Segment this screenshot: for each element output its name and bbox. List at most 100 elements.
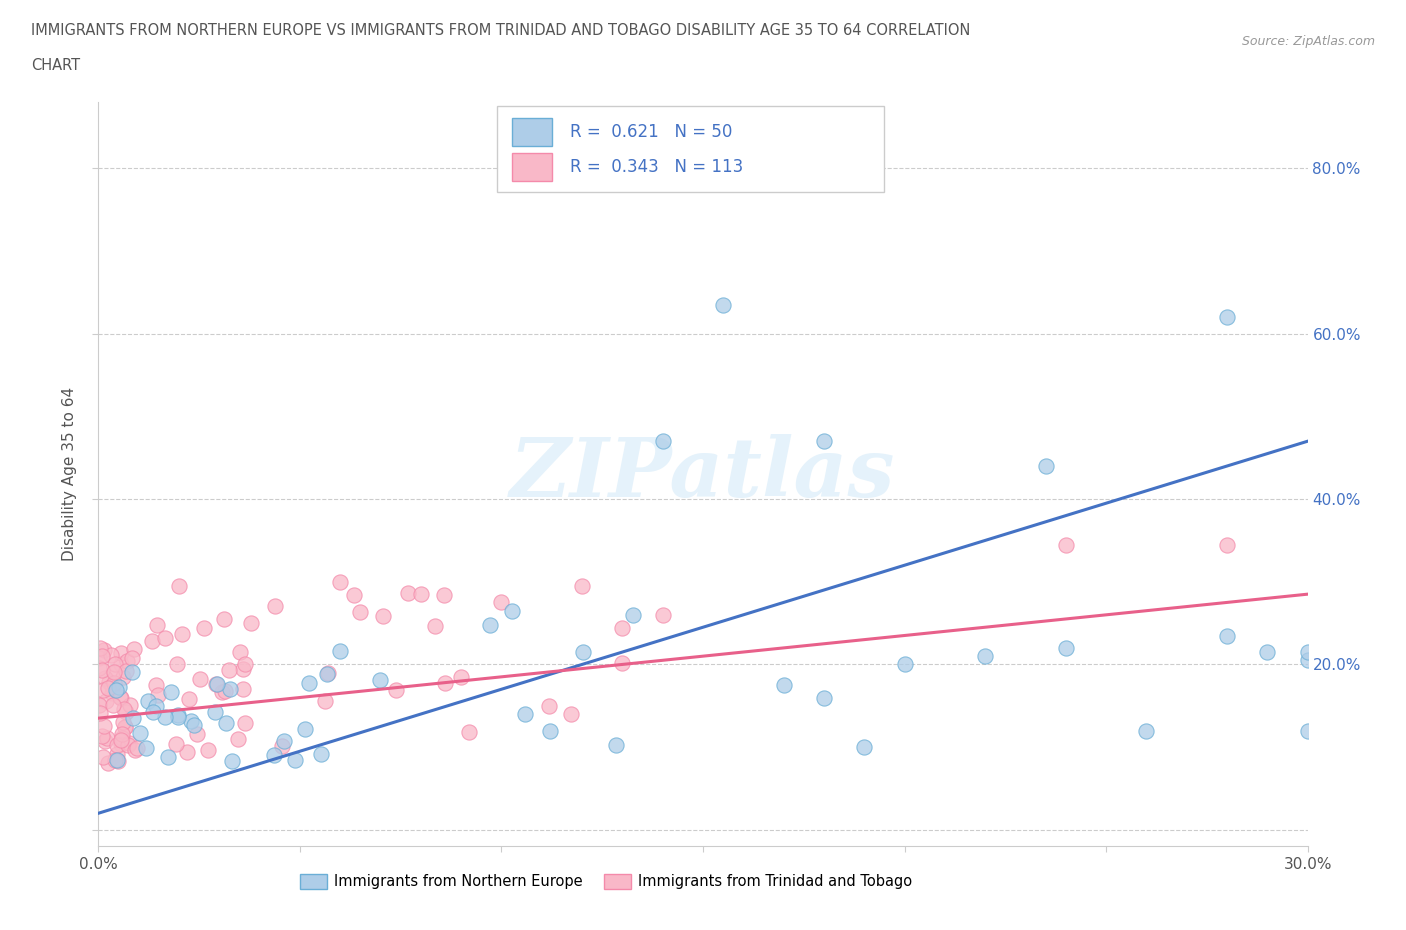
Point [294, 722, 316, 737]
Point [167, 578, 190, 593]
Point [235, 657, 257, 671]
Point [90, 648, 112, 663]
Point [396, 586, 419, 601]
Point [110, 645, 132, 660]
Point [610, 656, 633, 671]
FancyBboxPatch shape [498, 106, 884, 192]
Point [98, 674, 121, 689]
Point [214, 715, 236, 730]
Point [538, 724, 561, 738]
Point [110, 737, 132, 751]
Legend: Immigrants from Northern Europe, Immigrants from Trinidad and Tobago: Immigrants from Northern Europe, Immigra… [295, 868, 918, 895]
Point [188, 672, 211, 687]
Point [153, 631, 176, 645]
Point [89, 705, 111, 720]
Point [105, 746, 128, 761]
Point [560, 707, 582, 722]
Point [605, 737, 627, 752]
Point [93, 643, 115, 658]
Point [263, 747, 285, 762]
Point [316, 666, 339, 681]
Point [141, 633, 163, 648]
Point [349, 604, 371, 619]
Point [153, 710, 176, 724]
Point [105, 737, 128, 752]
Point [423, 619, 446, 634]
Point [264, 598, 287, 613]
Text: CHART: CHART [31, 58, 80, 73]
Text: ZIPatlas: ZIPatlas [510, 434, 896, 514]
Point [211, 684, 233, 699]
Point [111, 731, 134, 746]
Point [108, 679, 131, 694]
Y-axis label: Disability Age 35 to 64: Disability Age 35 to 64 [62, 387, 77, 562]
Point [120, 698, 142, 712]
Point [167, 708, 190, 723]
Point [170, 627, 193, 642]
Point [160, 684, 183, 699]
Point [1216, 628, 1239, 643]
Point [180, 714, 202, 729]
Point [87, 651, 110, 666]
Point [232, 682, 254, 697]
Point [974, 649, 997, 664]
Point [813, 433, 835, 448]
Point [571, 578, 593, 593]
Point [853, 739, 876, 754]
Text: R =  0.343   N = 113: R = 0.343 N = 113 [569, 158, 744, 176]
Point [101, 686, 124, 701]
Point [115, 654, 138, 669]
Point [434, 676, 457, 691]
Point [114, 720, 136, 735]
Point [298, 676, 321, 691]
Point [273, 734, 295, 749]
Point [271, 738, 294, 753]
Point [813, 690, 835, 705]
Point [104, 683, 127, 698]
Point [316, 667, 339, 682]
Point [93, 671, 115, 685]
Point [368, 672, 391, 687]
Point [166, 657, 188, 671]
Point [240, 616, 263, 631]
Point [165, 737, 187, 751]
Point [103, 665, 125, 680]
Point [94, 694, 117, 709]
Point [146, 618, 169, 632]
Point [93, 719, 115, 734]
Point [205, 676, 228, 691]
Point [104, 752, 127, 767]
Point [96, 731, 118, 746]
Point [110, 690, 132, 705]
Point [329, 644, 352, 658]
Point [103, 666, 125, 681]
Point [572, 644, 595, 659]
Point [651, 433, 673, 448]
Point [371, 608, 394, 623]
Point [1256, 644, 1278, 659]
Point [450, 669, 472, 684]
Text: Source: ZipAtlas.com: Source: ZipAtlas.com [1241, 35, 1375, 48]
Point [91, 663, 114, 678]
Point [91, 750, 114, 764]
Point [145, 698, 167, 713]
Point [233, 716, 256, 731]
Point [146, 687, 169, 702]
Point [112, 670, 135, 684]
Text: IMMIGRANTS FROM NORTHERN EUROPE VS IMMIGRANTS FROM TRINIDAD AND TOBAGO DISABILIT: IMMIGRANTS FROM NORTHERN EUROPE VS IMMIG… [31, 23, 970, 38]
Point [101, 698, 124, 712]
Point [186, 726, 208, 741]
Point [385, 683, 408, 698]
Point [89, 641, 111, 656]
Point [183, 718, 205, 733]
Point [1296, 644, 1319, 659]
Point [121, 711, 143, 726]
Point [538, 698, 561, 713]
Point [142, 705, 165, 720]
Point [124, 743, 146, 758]
Text: R =  0.621   N = 50: R = 0.621 N = 50 [569, 123, 733, 141]
Point [110, 657, 132, 671]
Point [478, 618, 501, 632]
Point [103, 675, 125, 690]
Point [112, 702, 135, 717]
